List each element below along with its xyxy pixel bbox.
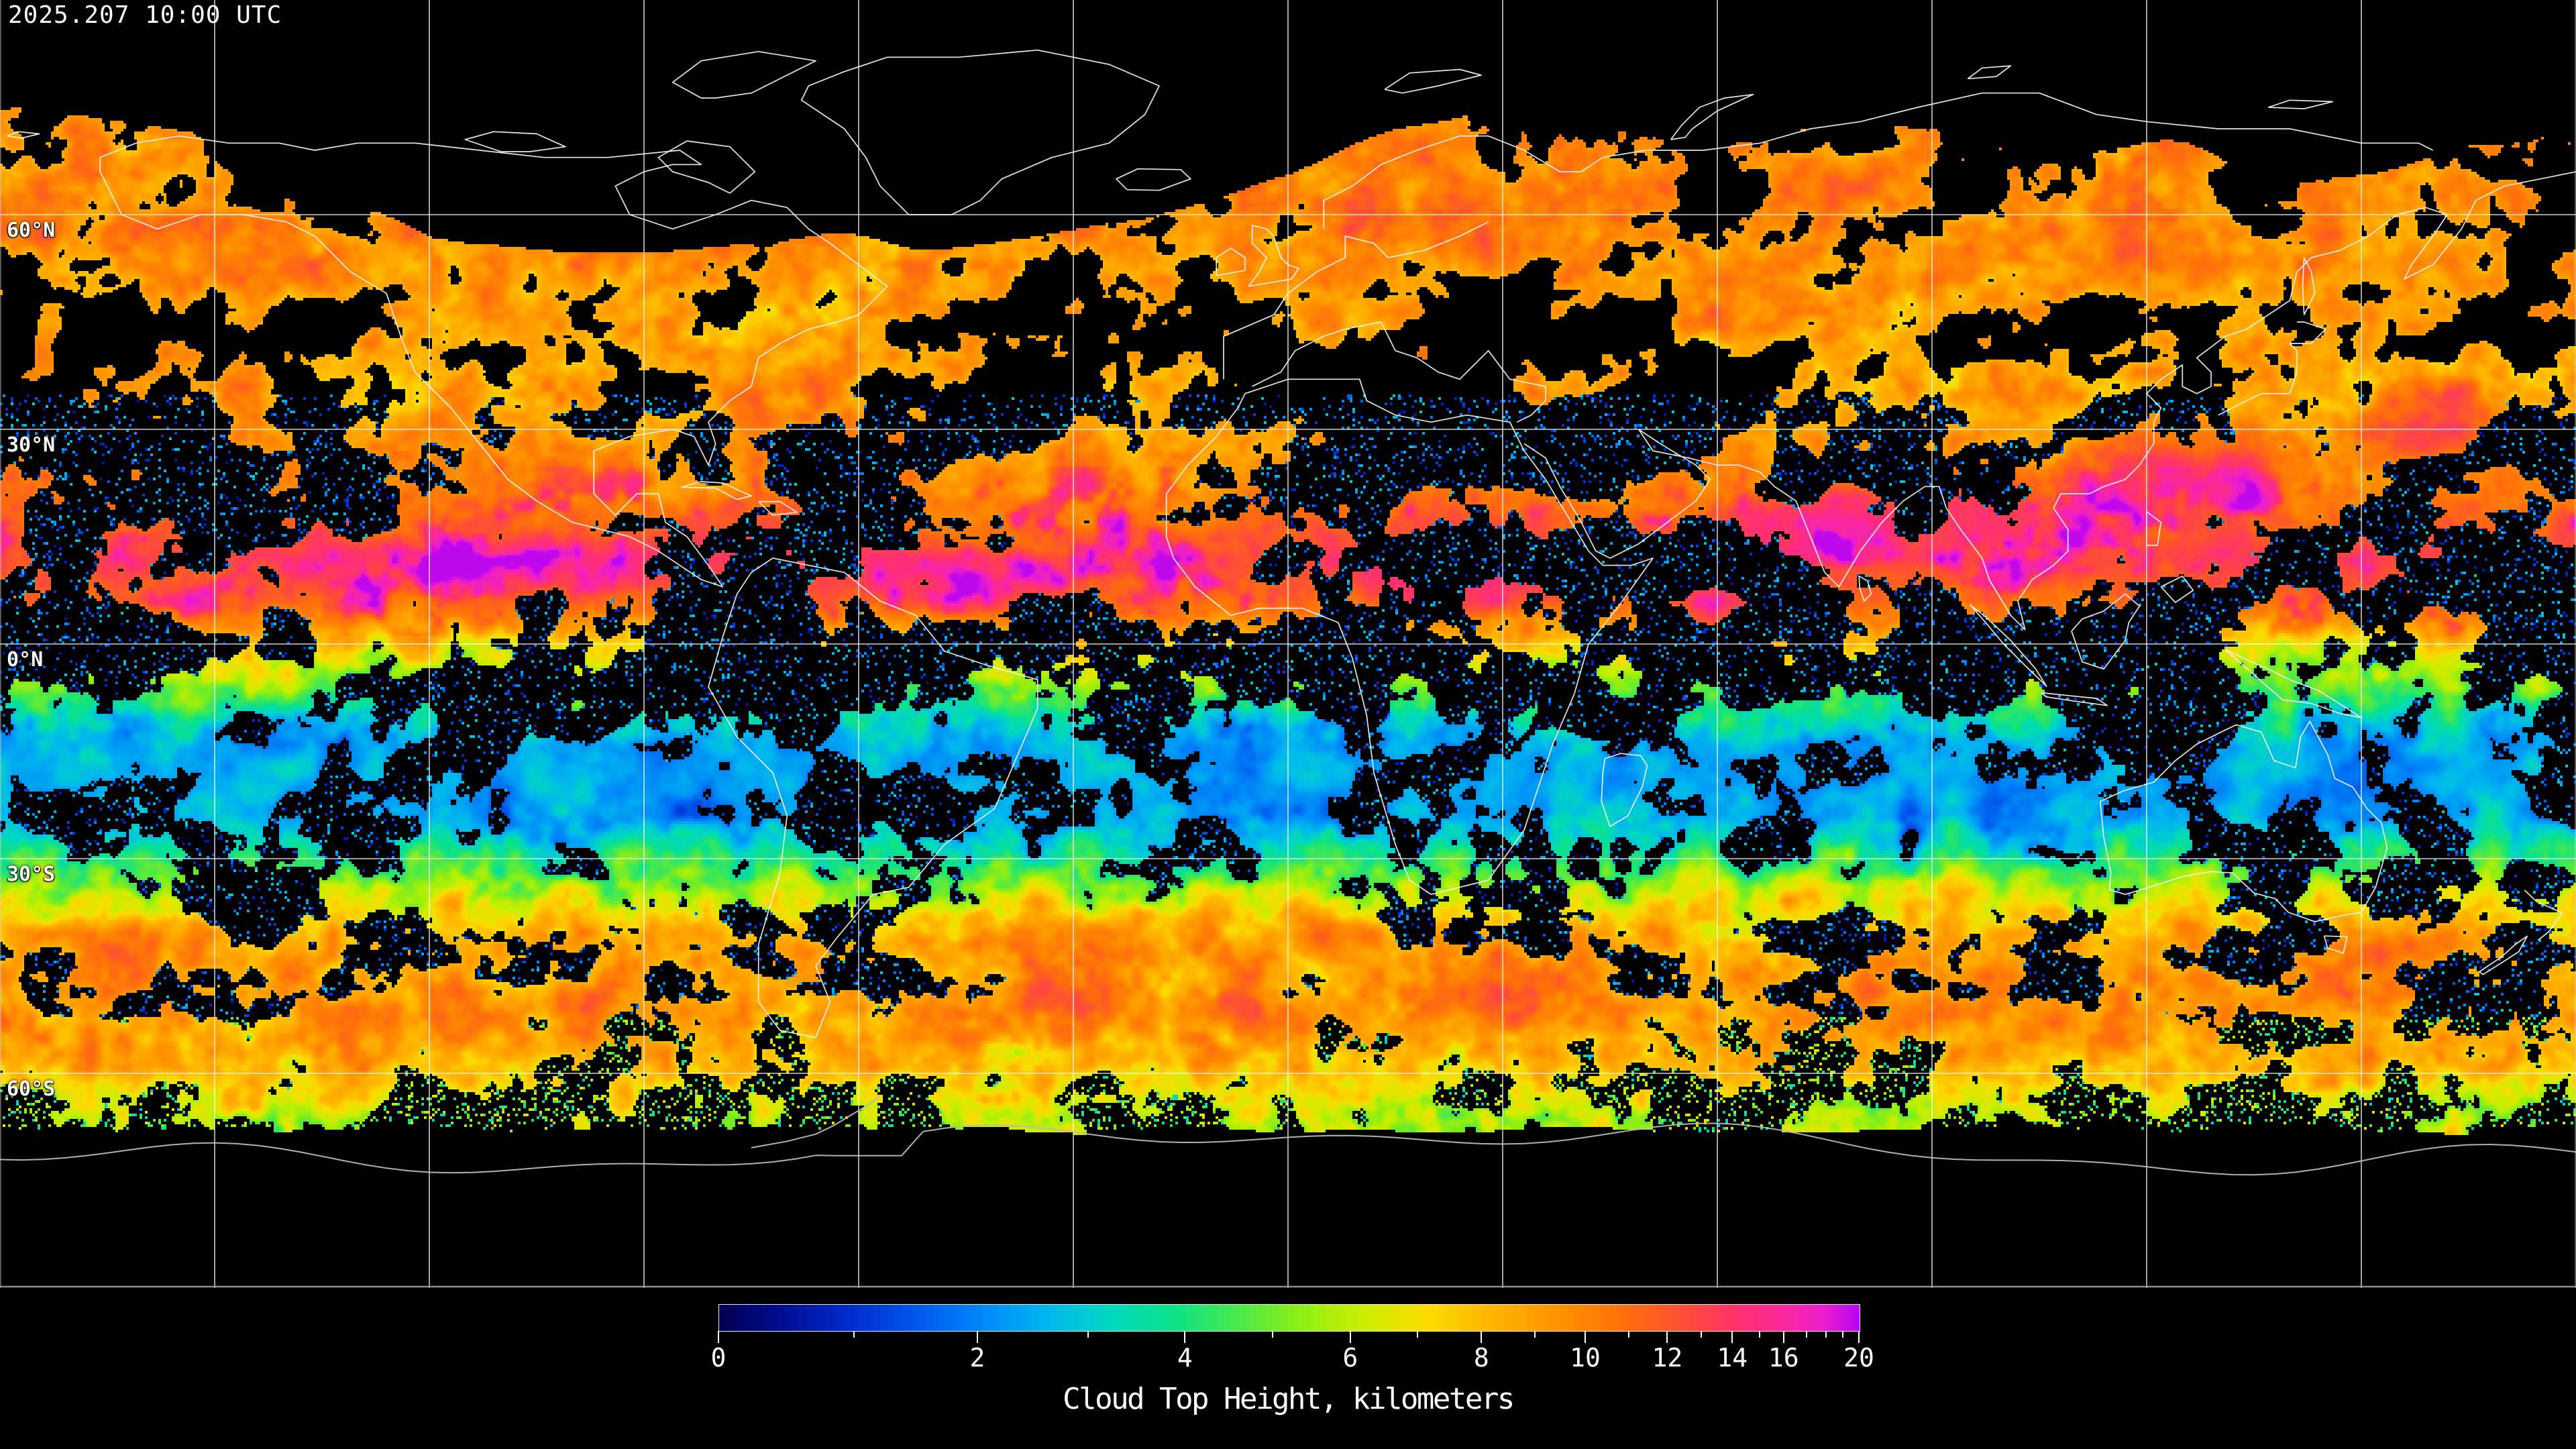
latitude-label-60S: 60°S <box>7 1077 56 1101</box>
color-scale-gradient-bar <box>718 1304 1860 1332</box>
legend-tick-label-20: 20 <box>1843 1343 1874 1373</box>
timestamp-label: 2025.207 10:00 UTC <box>8 1 282 29</box>
legend-tick-6 <box>1349 1331 1351 1343</box>
legend-tick-0 <box>718 1331 719 1343</box>
legend-minor-tick-11 <box>1627 1331 1629 1338</box>
legend-tick-label-10: 10 <box>1570 1343 1601 1373</box>
legend-tick-20 <box>1858 1331 1860 1343</box>
legend-tick-label-6: 6 <box>1342 1343 1358 1373</box>
legend-minor-tick-13 <box>1701 1331 1703 1338</box>
latitude-label-30N: 30°N <box>7 433 56 457</box>
legend-tick-16 <box>1782 1331 1784 1343</box>
legend-tick-label-12: 12 <box>1652 1343 1683 1373</box>
legend-minor-tick-15 <box>1759 1331 1761 1338</box>
legend-tick-label-4: 4 <box>1177 1343 1193 1373</box>
legend-minor-tick-7 <box>1417 1331 1419 1338</box>
legend-minor-tick-3 <box>1087 1331 1089 1338</box>
latitude-label-30S: 30°S <box>7 863 56 886</box>
legend-tick-label-16: 16 <box>1768 1343 1799 1373</box>
legend-tick-8 <box>1481 1331 1483 1343</box>
legend-minor-tick-5 <box>1272 1331 1274 1338</box>
legend-tick-10 <box>1585 1331 1586 1343</box>
satellite-cloud-height-raster <box>0 0 2576 1288</box>
legend-minor-tick-9 <box>1534 1331 1536 1338</box>
legend-tick-2 <box>976 1331 978 1343</box>
legend-tick-label-14: 14 <box>1717 1343 1748 1373</box>
color-scale-title: Cloud Top Height, kilometers <box>1063 1382 1515 1416</box>
legend-tick-label-0: 0 <box>710 1343 727 1373</box>
legend-minor-tick-1 <box>853 1331 855 1338</box>
legend-minor-tick-18 <box>1825 1331 1827 1338</box>
latitude-label-0N: 0°N <box>7 648 44 672</box>
legend-tick-label-8: 8 <box>1473 1343 1489 1373</box>
legend-tick-12 <box>1666 1331 1668 1343</box>
latitude-label-60N: 60°N <box>7 219 56 242</box>
legend-tick-label-2: 2 <box>969 1343 985 1373</box>
legend-minor-tick-19 <box>1842 1331 1844 1338</box>
legend-tick-14 <box>1731 1331 1733 1343</box>
legend-minor-tick-17 <box>1805 1331 1807 1338</box>
legend-tick-4 <box>1184 1331 1186 1343</box>
